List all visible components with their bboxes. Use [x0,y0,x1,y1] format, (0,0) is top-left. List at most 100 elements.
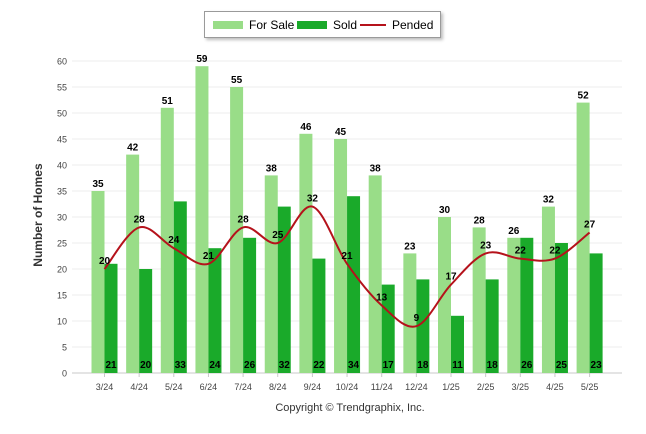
label-for-sale: 38 [266,163,278,174]
bar-sold [451,315,464,373]
label-for-sale: 35 [92,179,104,190]
bar-for-sale [160,107,174,374]
label-sold: 18 [417,360,429,371]
label-for-sale: 46 [300,122,312,133]
label-sold: 26 [244,360,256,371]
legend-label-sold: Sold [333,17,358,32]
bar-sold [554,243,568,373]
label-sold: 17 [383,360,395,371]
x-tick-labels: 3/24 4/24 5/24 6/24 7/24 8/24 9/24 10/24 11/24 12… [96,373,599,392]
y-axis-label: Number of Homes [31,163,45,267]
label-for-sale: 38 [370,163,382,174]
label-for-sale: 55 [231,75,243,86]
x-tick-label: 5/24 [165,382,183,392]
bar-sold [173,201,187,373]
label-pended: 24 [168,235,180,246]
x-tick-label: 7/24 [234,382,252,392]
bar-sold [416,279,430,373]
y-tick-label: 5 [62,343,67,353]
label-for-sale: 30 [439,205,451,216]
label-pended: 28 [238,214,250,225]
y-tick-label: 0 [62,369,67,379]
label-sold: 24 [209,360,221,371]
y-tick-label: 55 [57,83,67,93]
label-pended: 13 [376,292,388,303]
label-sold: 34 [348,360,360,371]
legend-item-for-sale[interactable]: For Sale [213,12,294,37]
bar-sold [347,196,361,373]
y-tick-label: 30 [57,213,67,223]
legend-swatch-sold [297,20,327,29]
label-for-sale: 42 [127,143,139,154]
y-tick-label: 25 [57,239,67,249]
data-labels: 35 21 42 20 51 33 59 24 55 26 38 32 46 22 45 34 38 17 23 18… [92,54,602,371]
legend-item-pended[interactable]: Pended [360,12,433,37]
bar-for-sale [195,66,209,373]
x-tick-label: 5/25 [581,382,599,392]
bar-for-sale [507,237,521,373]
label-pended: 17 [445,272,457,283]
label-sold: 23 [591,360,603,371]
x-tick-label: 10/24 [336,382,359,392]
bar-for-sale [264,175,278,373]
label-for-sale: 23 [404,241,416,252]
legend-item-sold[interactable]: Sold [297,12,357,37]
label-for-sale: 26 [508,226,520,237]
y-tick-label: 20 [57,265,67,275]
label-sold: 33 [175,360,187,371]
y-tick-label: 40 [57,161,67,171]
label-for-sale: 45 [335,127,347,138]
x-tick-label: 1/25 [442,382,460,392]
bar-sold [104,263,118,373]
x-tick-label: 6/24 [200,382,218,392]
bar-sold [520,237,534,373]
label-pended: 9 [414,313,420,324]
y-tick-label: 60 [57,57,67,67]
label-sold: 21 [105,360,117,371]
label-pended: 22 [549,246,561,257]
x-tick-label: 11/24 [371,382,393,392]
x-tick-label: 4/25 [546,382,564,392]
label-sold: 22 [313,360,325,371]
y-tick-label: 35 [57,187,67,197]
copyright-footer: Copyright © Trendgraphix, Inc. [275,402,425,414]
x-tick-label: 2/25 [477,382,495,392]
label-sold: 26 [521,360,533,371]
bar-for-sale [541,206,555,373]
bar-for-sale [403,253,417,373]
label-sold: 18 [487,360,499,371]
label-for-sale: 59 [196,54,208,65]
y-tick-label: 15 [57,291,67,301]
legend-swatch-pended [360,23,386,26]
bar-for-sale [334,139,348,373]
y-tick-label: 50 [57,109,67,119]
x-tick-label: 9/24 [304,382,322,392]
pended-line [103,205,591,328]
bar-for-sale [368,175,382,373]
label-sold: 11 [452,360,463,371]
bar-sold [139,269,153,373]
bar-for-sale [91,191,105,373]
legend-swatch-for-sale [213,20,243,29]
bar-for-sale [299,133,313,373]
bar-sold [485,279,499,373]
label-for-sale: 32 [543,195,555,206]
y-tick-labels: 0 5 10 15 20 25 30 35 40 45 50 55 60 [57,57,67,379]
label-pended: 32 [307,194,319,205]
label-pended: 21 [341,251,353,262]
legend: For Sale Sold Pended [204,11,441,38]
bars [91,66,603,374]
label-for-sale: 52 [578,91,590,102]
label-sold: 20 [140,360,152,371]
bar-for-sale [472,227,486,373]
label-pended: 27 [584,220,596,231]
legend-label-pended: Pended [392,17,434,32]
label-pended: 28 [134,214,146,225]
x-tick-label: 4/24 [130,382,148,392]
x-tick-label: 12/24 [405,382,428,392]
bar-for-sale [230,87,244,373]
bar-sold [277,206,291,373]
label-pended: 23 [480,240,492,251]
label-pended: 21 [203,251,215,262]
